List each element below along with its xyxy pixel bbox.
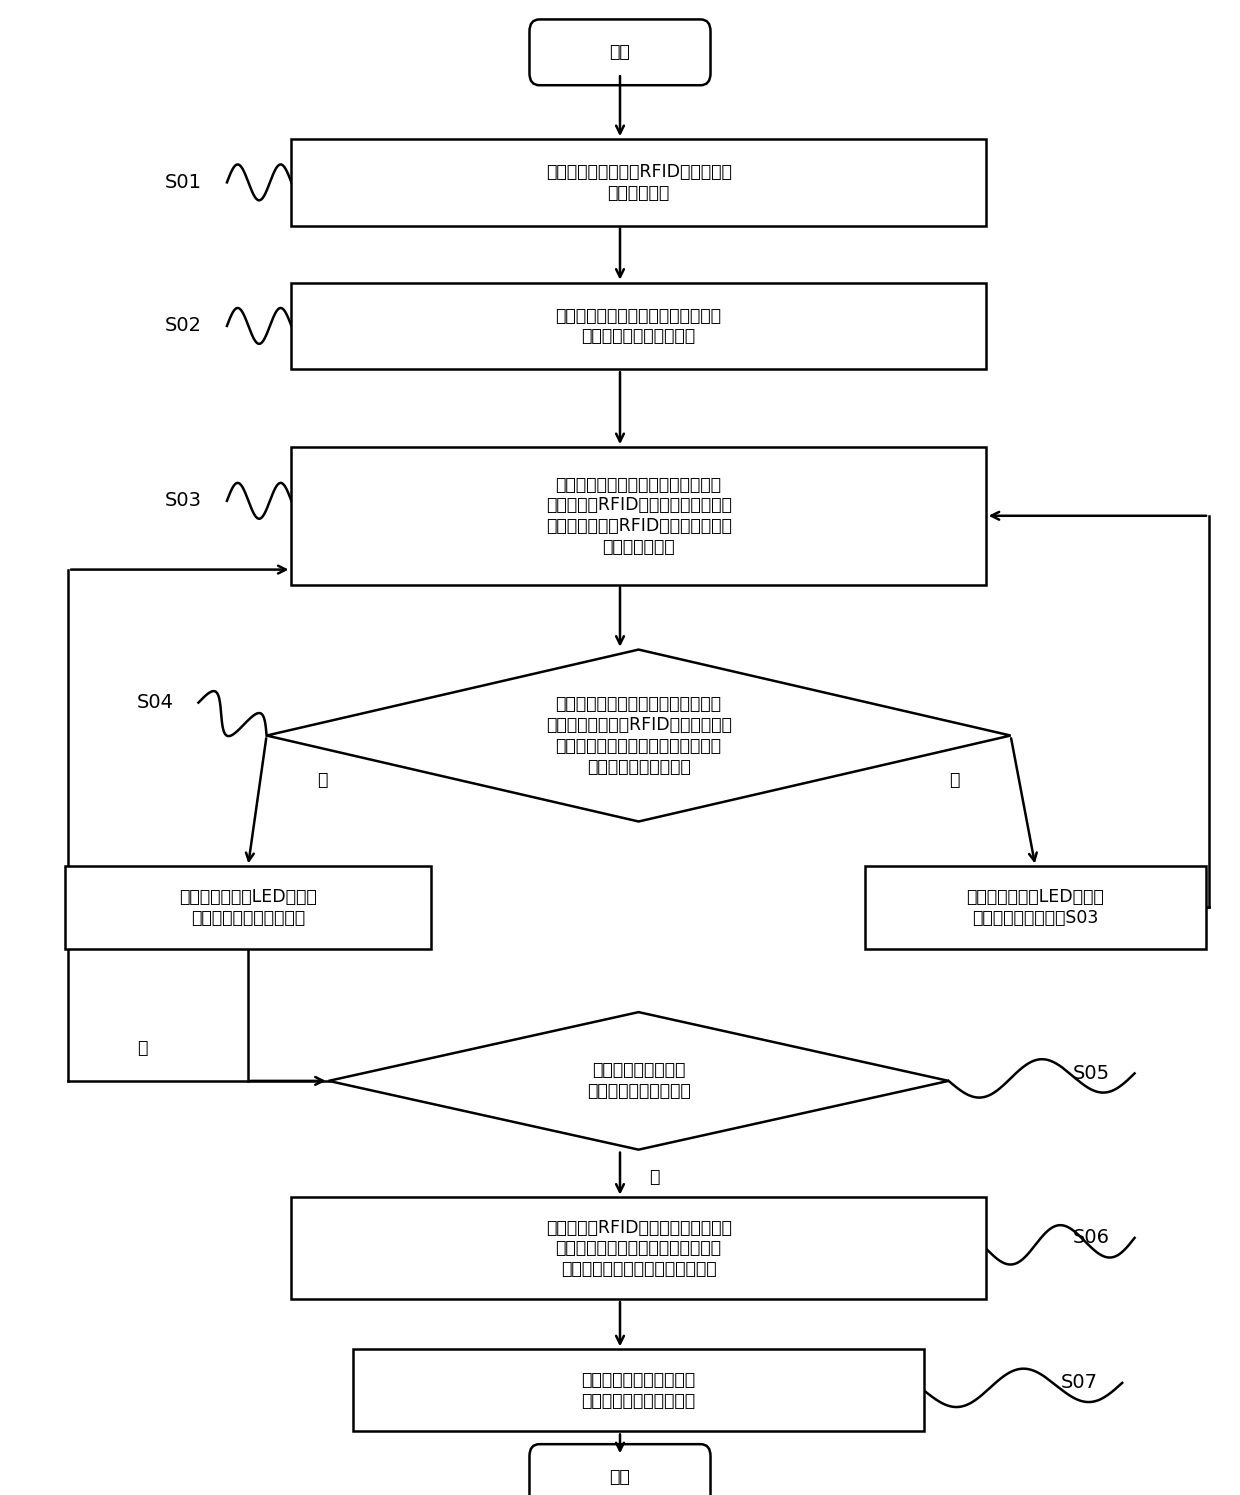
Text: S04: S04 <box>136 694 174 712</box>
Text: 开始: 开始 <box>610 43 630 61</box>
Bar <box>353 1348 924 1432</box>
Text: S06: S06 <box>1073 1229 1110 1247</box>
Bar <box>66 867 432 949</box>
Text: 指示灯模块中的LED红灯亮
起提示，并返回步骤S03: 指示灯模块中的LED红灯亮 起提示，并返回步骤S03 <box>966 888 1105 927</box>
Text: 否: 否 <box>950 771 960 789</box>
Bar <box>291 1197 986 1299</box>
Text: S05: S05 <box>1073 1064 1110 1082</box>
Text: 是: 是 <box>650 1168 660 1186</box>
Bar <box>866 867 1205 949</box>
Bar <box>291 139 986 226</box>
Text: S01: S01 <box>165 173 202 191</box>
Text: 否: 否 <box>138 1039 148 1057</box>
Bar <box>291 283 986 369</box>
Text: 通过标签管理模块中的比较器将扫描
到的资产所对应的RFID信息与任务信
息数据进行比较，并作出判断是否属
于任务信息数据的范围: 通过标签管理模块中的比较器将扫描 到的资产所对应的RFID信息与任务信 息数据进… <box>546 695 732 776</box>
Text: S07: S07 <box>1060 1374 1097 1392</box>
FancyBboxPatch shape <box>529 19 711 85</box>
Bar <box>291 447 986 585</box>
Text: 将扫描到的RFID信息储存在第二存储
器中，并通过第二通信模块将扫描盘
点结果发送至服务器进行汇总处理: 将扫描到的RFID信息储存在第二存储 器中，并通过第二通信模块将扫描盘 点结果发… <box>546 1218 732 1278</box>
Text: 各移动终端对本位置范围内的固定资
产所对应的RFID电子标签进行扫描，
获取当前被扫描RFID电子标签所对应
的资产盘点信息: 各移动终端对本位置范围内的固定资 产所对应的RFID电子标签进行扫描， 获取当前… <box>546 475 732 556</box>
FancyBboxPatch shape <box>529 1444 711 1495</box>
Polygon shape <box>329 1012 949 1150</box>
Text: S03: S03 <box>165 492 202 510</box>
Text: 将所有资产所对应的RFID电子标签信
息录入服务器: 将所有资产所对应的RFID电子标签信 息录入服务器 <box>546 163 732 202</box>
Text: 服务器将汇总处理结果发
送给各移动终端进行显示: 服务器将汇总处理结果发 送给各移动终端进行显示 <box>582 1371 696 1410</box>
Text: 不同位置的移动终端接收服务器下达
的资产盘点任务信息数据: 不同位置的移动终端接收服务器下达 的资产盘点任务信息数据 <box>556 306 722 345</box>
Polygon shape <box>267 649 1011 822</box>
Text: 判断是否完成资产盘
点任务信息数据的扫描: 判断是否完成资产盘 点任务信息数据的扫描 <box>587 1061 691 1100</box>
Text: 指示灯模块中的LED绳灯亮
起提示，并进入下一步骤: 指示灯模块中的LED绳灯亮 起提示，并进入下一步骤 <box>179 888 317 927</box>
Text: 结束: 结束 <box>610 1468 630 1486</box>
Text: 是: 是 <box>317 771 327 789</box>
Text: S02: S02 <box>165 317 202 335</box>
